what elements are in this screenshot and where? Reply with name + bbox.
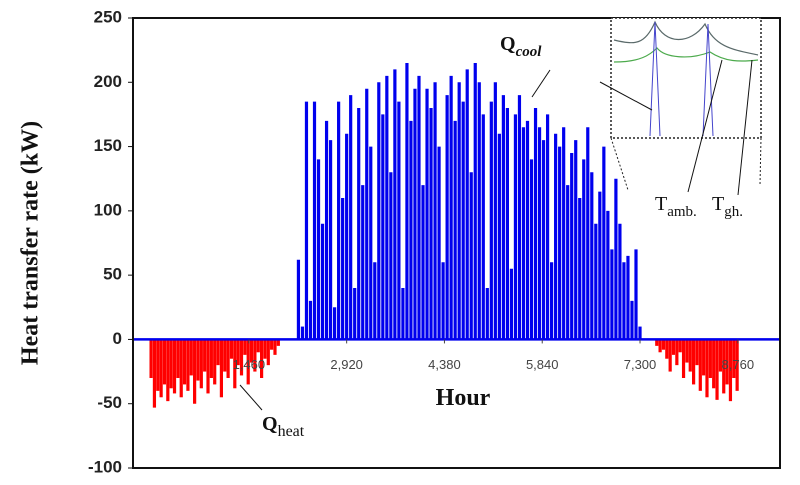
arrow	[531, 69, 551, 98]
x-tick-label: 1,460	[233, 357, 266, 372]
annotation-sub: heat	[278, 423, 305, 440]
y-tick-label: 50	[103, 265, 122, 284]
annotation-sub: gh.	[724, 204, 743, 220]
zoom-line	[610, 137, 629, 191]
x-tick-label: 4,380	[428, 357, 461, 372]
arrows	[239, 59, 753, 411]
annotation-main: Q	[262, 413, 278, 435]
x-tick-label: 5,840	[526, 357, 559, 372]
y-tick-label: 0	[113, 329, 122, 348]
arrow	[599, 81, 653, 111]
arrow	[239, 384, 263, 411]
inset-line-gh	[613, 47, 759, 63]
annotation-q-cool: Qcool	[500, 33, 542, 60]
zoom-line	[759, 137, 762, 186]
y-tick-label: 150	[94, 136, 122, 155]
annotation-sub: cool	[516, 44, 543, 60]
x-tick-label: 8,760	[722, 357, 755, 372]
annotation-main: T	[655, 193, 667, 215]
arrow	[687, 59, 723, 193]
inset	[610, 17, 762, 191]
x-axis-label: Hour	[436, 385, 491, 411]
annotation-main: Q	[500, 33, 516, 55]
marks	[134, 63, 779, 408]
plot-frame	[132, 17, 781, 469]
y-tick-label: 250	[94, 7, 122, 26]
annotation-q-heat: Qheat	[262, 413, 305, 440]
x-tick-label: 7,300	[624, 357, 657, 372]
inset-spikes	[649, 21, 714, 137]
y-axis-label: Heat transfer rate (kW)	[18, 121, 44, 365]
arrow	[737, 59, 753, 196]
inset-line-amb	[613, 20, 759, 56]
y-tick-label: -50	[97, 393, 122, 412]
annotation-sub: amb.	[667, 204, 697, 220]
x-tick-label: 2,920	[330, 357, 363, 372]
annotation-t-amb: Tamb.	[655, 193, 697, 220]
y-tick-label: 200	[94, 72, 122, 91]
annotation-main: T	[712, 193, 724, 215]
y-tick-label: -100	[88, 457, 122, 476]
annotation-t-gh: Tgh.	[712, 193, 743, 220]
y-tick-label: 100	[94, 200, 122, 219]
inset-frame	[610, 17, 762, 139]
